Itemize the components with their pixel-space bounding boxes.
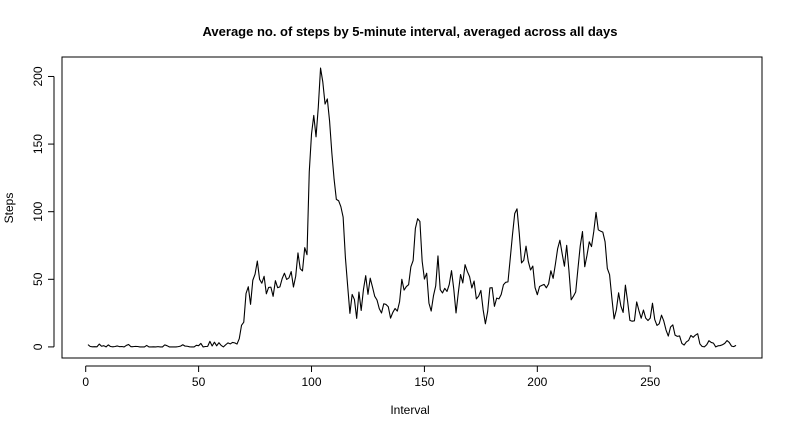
x-axis-label: Interval (390, 403, 429, 417)
x-tick-label: 0 (82, 375, 89, 389)
x-tick-label: 50 (192, 375, 206, 389)
y-tick-label: 150 (31, 134, 45, 154)
x-tick-label: 150 (414, 375, 434, 389)
plot-box (61, 56, 763, 359)
x-tick-label: 200 (527, 375, 547, 389)
y-tick-label: 50 (31, 272, 45, 286)
y-tick-label: 200 (31, 66, 45, 86)
y-tick-label: 0 (31, 343, 45, 350)
chart-title: Average no. of steps by 5-minute interva… (203, 24, 618, 39)
y-axis-label: Steps (2, 193, 16, 224)
y-tick-label: 100 (31, 201, 45, 221)
x-tick-label: 250 (640, 375, 660, 389)
series-line (87, 67, 737, 348)
x-tick-label: 100 (302, 375, 322, 389)
